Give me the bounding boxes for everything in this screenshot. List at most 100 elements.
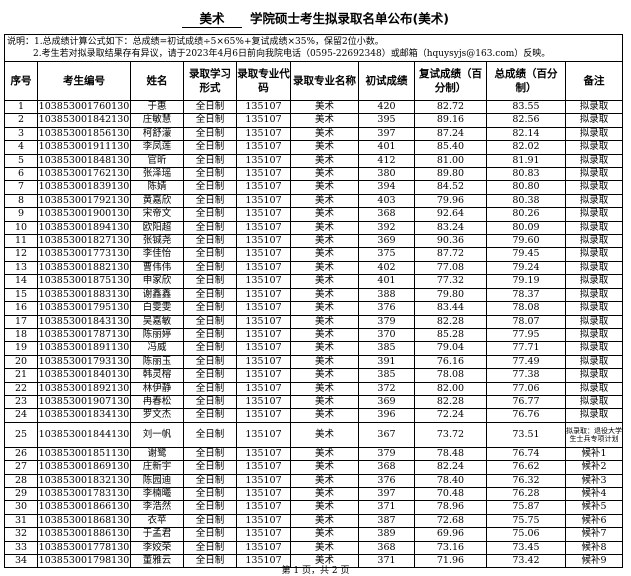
cell-name: 陈婧 [130, 180, 184, 195]
cell-major-code: 135107 [236, 167, 291, 182]
cell-seq: 34 [4, 553, 38, 569]
cell-study-mode: 全日制 [183, 408, 237, 423]
cell-prelim-score: 367 [358, 421, 415, 448]
cell-major-name: 美术 [290, 140, 359, 155]
cell-seq: 19 [4, 341, 38, 356]
cell-study-mode: 全日制 [183, 394, 237, 410]
cell-major-name: 美术 [290, 381, 359, 396]
cell-prelim-score: 379 [358, 314, 415, 329]
cell-study-mode: 全日制 [183, 287, 237, 303]
cell-retest-score: 87.24 [414, 126, 487, 142]
cell-retest-score: 79.04 [414, 341, 487, 356]
cell-candidate-id: 103853001827130 [37, 234, 131, 249]
cell-study-mode: 全日制 [183, 301, 237, 316]
cell-total-score: 81.91 [486, 153, 566, 169]
cell-total-score: 79.45 [486, 247, 566, 262]
cell-candidate-id: 103853001798130 [37, 553, 131, 569]
cell-candidate-id: 103853001839130 [37, 180, 131, 195]
cell-name: 曹伟伟 [130, 260, 184, 276]
cell-seq: 8 [4, 193, 38, 209]
cell-seq: 15 [4, 287, 38, 303]
title-text: 学院硕士考生拟录取名单公布(美术) [250, 11, 449, 26]
cell-major-name: 美术 [290, 247, 359, 262]
cell-candidate-id: 103853001868130 [37, 513, 131, 529]
cell-prelim-score: 371 [358, 553, 415, 569]
cell-remark: 拟录取：退役大学生士兵专项计划 [564, 421, 624, 448]
header-row: 序号 考生编号 姓名 录取学习形式 录取专业代码 录取专业名称 初试成绩 复试成绩（百分制）总… [4, 61, 624, 101]
cell-retest-score: 78.48 [414, 446, 487, 462]
cell-retest-score: 73.72 [414, 421, 487, 448]
cell-retest-score: 82.28 [414, 394, 487, 410]
cell-major-name: 美术 [290, 287, 359, 303]
cell-study-mode: 全日制 [183, 446, 237, 462]
cell-total-score: 76.76 [486, 408, 566, 423]
cell-name: 柯舒濛 [130, 126, 184, 142]
table-row: 10 103853001894130 欧阳超 全日制 135107 美术 392 83.24 8… [4, 220, 624, 236]
cell-candidate-id: 103853001844130 [37, 421, 131, 448]
table-row: 14 103853001875130 申家欣 全日制 135107 美术 401 77.32 7… [4, 274, 624, 289]
cell-name: 李佳怡 [130, 247, 184, 262]
cell-major-name: 美术 [290, 341, 359, 356]
cell-candidate-id: 103853001793130 [37, 354, 131, 370]
cell-name: 李浩然 [130, 500, 184, 515]
cell-major-name: 美术 [290, 368, 359, 383]
cell-major-name: 美术 [290, 234, 359, 249]
cell-major-name: 美术 [290, 408, 359, 423]
cell-major-code: 135107 [236, 513, 291, 529]
cell-study-mode: 全日制 [183, 207, 237, 222]
notes: 说明：1.总成绩计算公式如下：总成绩=初试成绩÷5×65%+复试成绩×35%，保… [3, 34, 624, 62]
cell-prelim-score: 368 [358, 540, 415, 556]
table-row: 18 103853001787130 陈丽婷 全日制 135107 美术 370 85.28 7… [4, 327, 624, 343]
cell-study-mode: 全日制 [183, 460, 237, 475]
cell-major-name: 美术 [290, 473, 359, 488]
cell-remark: 拟录取 [564, 287, 624, 303]
cell-remark: 候补1 [564, 446, 624, 462]
cell-major-name: 美术 [290, 180, 359, 195]
cell-candidate-id: 103853001882130 [37, 260, 131, 276]
table-row: 17 103853001843130 吴嘉敏 全日制 135107 美术 379 82.28 7… [4, 314, 624, 329]
cell-total-score: 77.71 [486, 341, 566, 356]
header-study-mode: 录取学习形式 [183, 61, 237, 101]
table-row: 5 103853001848130 官昕 全日制 135107 美术 412 81.00 81.… [4, 153, 624, 169]
header-prelim-score: 初试成绩 [358, 61, 415, 101]
cell-remark: 拟录取 [564, 341, 624, 356]
cell-major-name: 美术 [290, 113, 359, 128]
cell-remark: 拟录取 [564, 99, 624, 115]
cell-study-mode: 全日制 [183, 274, 237, 289]
cell-remark: 拟录取 [564, 301, 624, 316]
cell-prelim-score: 412 [358, 153, 415, 169]
cell-remark: 拟录取 [564, 274, 624, 289]
cell-major-code: 135107 [236, 99, 291, 115]
cell-study-mode: 全日制 [183, 327, 237, 343]
cell-major-code: 135107 [236, 287, 291, 303]
note-2: 2.考生若对拟录取结果存有异议，请于2023年4月6日前向我院电话（0595-2… [33, 49, 551, 59]
cell-prelim-score: 395 [358, 113, 415, 128]
cell-total-score: 77.38 [486, 368, 566, 383]
cell-name: 李姣荣 [130, 540, 184, 556]
cell-study-mode: 全日制 [183, 167, 237, 182]
cell-candidate-id: 103853001875130 [37, 274, 131, 289]
cell-retest-score: 81.00 [414, 153, 487, 169]
cell-prelim-score: 368 [358, 207, 415, 222]
cell-remark: 拟录取 [564, 234, 624, 249]
cell-seq: 20 [4, 354, 38, 370]
cell-candidate-id: 103853001911130 [37, 140, 131, 155]
cell-total-score: 80.09 [486, 220, 566, 236]
cell-seq: 10 [4, 220, 38, 236]
cell-seq: 17 [4, 314, 38, 329]
cell-major-name: 美术 [290, 446, 359, 462]
cell-seq: 12 [4, 247, 38, 262]
cell-retest-score: 82.72 [414, 99, 487, 115]
cell-retest-score: 72.24 [414, 408, 487, 423]
cell-major-code: 135107 [236, 540, 291, 556]
cell-major-name: 美术 [290, 327, 359, 343]
cell-prelim-score: 376 [358, 301, 415, 316]
cell-major-name: 美术 [290, 220, 359, 236]
cell-prelim-score: 403 [358, 193, 415, 209]
cell-name: 冯威 [130, 341, 184, 356]
table-row: 29 103853001783130 李楠曦 全日制 135107 美术 397 70.48 7… [4, 486, 624, 502]
cell-study-mode: 全日制 [183, 140, 237, 155]
cell-remark: 拟录取 [564, 153, 624, 169]
cell-seq: 2 [4, 113, 38, 128]
cell-retest-score: 83.44 [414, 301, 487, 316]
